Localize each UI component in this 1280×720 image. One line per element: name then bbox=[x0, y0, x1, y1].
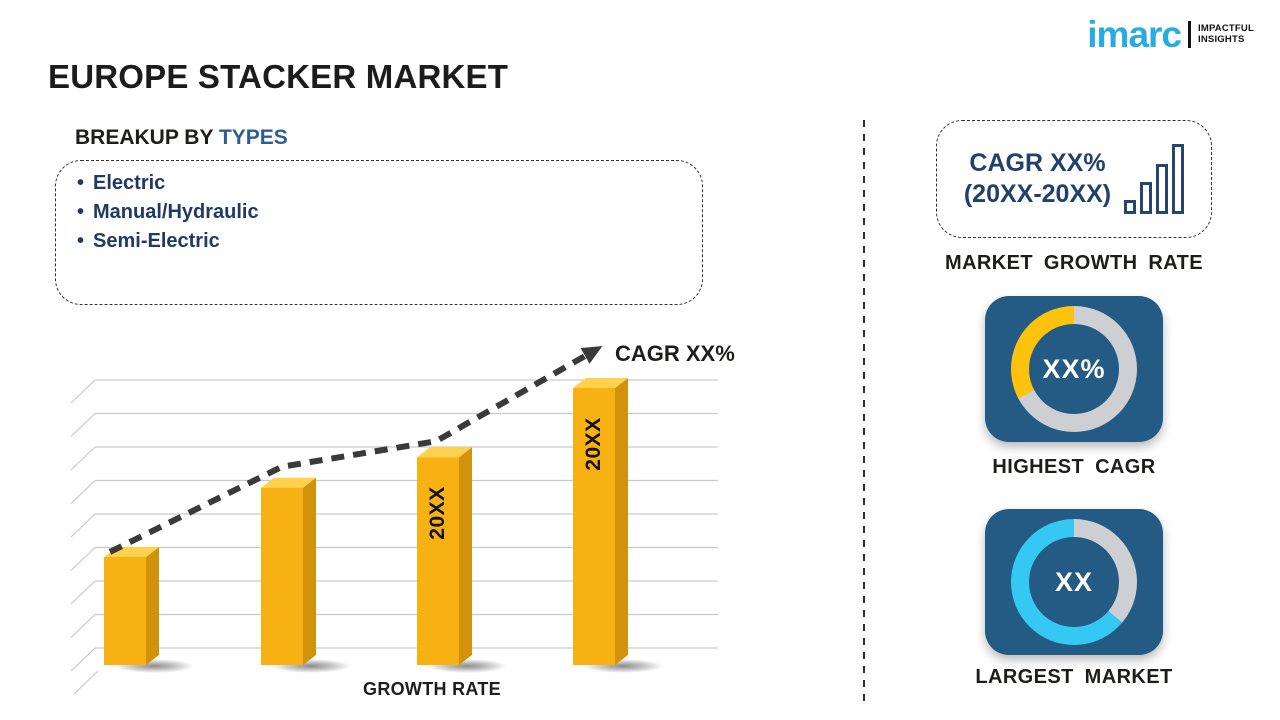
x-axis-label: GROWTH RATE bbox=[363, 679, 501, 699]
type-label: Manual/Hydraulic bbox=[93, 201, 259, 223]
breakup-heading-highlight: TYPES bbox=[218, 126, 288, 149]
growth-bar-4 bbox=[1172, 144, 1185, 214]
bar bbox=[573, 388, 615, 665]
bar-top-face bbox=[261, 477, 316, 488]
gridline-tick bbox=[70, 480, 96, 504]
breakup-heading: BREAKUP BY TYPES bbox=[75, 126, 288, 150]
gridline-tick bbox=[70, 580, 96, 605]
trend-line-dashed bbox=[108, 349, 594, 555]
breakup-heading-prefix: BREAKUP BY bbox=[75, 126, 219, 149]
logo-divider-bar bbox=[1188, 21, 1192, 48]
bar-side-face bbox=[303, 477, 316, 665]
donut-hole: XX bbox=[1029, 537, 1119, 627]
cagr-growth-box: CAGR XX% (20XX-20XX) bbox=[936, 120, 1212, 238]
section-divider-dashed bbox=[863, 120, 865, 704]
market-growth-rate-label: MARKET GROWTH RATE bbox=[945, 252, 1203, 274]
highest-cagr-value: XX% bbox=[1042, 353, 1106, 384]
highest-cagr-tile: XX% bbox=[985, 296, 1163, 442]
logo-tagline-line2: INSIGHTS bbox=[1198, 33, 1245, 45]
largest-market-tile: XX bbox=[985, 509, 1163, 655]
highest-cagr-donut-chart: XX% bbox=[1011, 306, 1137, 432]
bar bbox=[261, 487, 303, 665]
gridline-tick bbox=[70, 547, 96, 571]
gridline-tick bbox=[70, 513, 96, 538]
bar-side-face bbox=[146, 546, 159, 665]
list-item: • Semi-Electric bbox=[77, 230, 259, 252]
gridline-tick bbox=[70, 614, 96, 638]
bar-top-face bbox=[417, 447, 472, 458]
trend-cagr-label: CAGR XX% bbox=[615, 341, 735, 366]
growth-bars-icon bbox=[1124, 144, 1185, 214]
bar bbox=[104, 556, 146, 665]
largest-market-label: LARGEST MARKET bbox=[975, 666, 1173, 688]
list-item: • Electric bbox=[77, 172, 259, 194]
imarc-logo: imarc IMPACTFUL INSIGHTS bbox=[1087, 16, 1254, 53]
page-title: EUROPE STACKER MARKET bbox=[48, 58, 509, 95]
largest-market-donut-chart: XX bbox=[1011, 519, 1137, 645]
bar-year-label: 20XX bbox=[582, 417, 605, 471]
bar-side-face bbox=[459, 447, 472, 665]
list-item: • Manual/Hydraulic bbox=[77, 201, 259, 223]
cagr-growth-text: CAGR XX% (20XX-20XX) bbox=[964, 148, 1111, 211]
growth-bar-2 bbox=[1140, 182, 1153, 214]
growth-bar-3 bbox=[1156, 164, 1169, 214]
cagr-line2: (20XX-20XX) bbox=[963, 180, 1112, 208]
logo-tagline-line1: IMPACTFUL bbox=[1198, 22, 1254, 34]
types-list: • Electric • Manual/Hydraulic • Semi-Ele… bbox=[77, 172, 259, 252]
types-dashed-box bbox=[55, 160, 703, 305]
trend-arrowhead-icon bbox=[580, 346, 603, 364]
growth-bar-1 bbox=[1124, 200, 1137, 214]
type-label: Semi-Electric bbox=[93, 230, 220, 252]
bullet-icon: • bbox=[77, 172, 85, 194]
type-label: Electric bbox=[93, 172, 166, 194]
donut-hole: XX% bbox=[1029, 324, 1119, 414]
largest-market-value: XX bbox=[1054, 566, 1094, 597]
gridline-tick bbox=[70, 413, 96, 437]
gridline-tick bbox=[70, 647, 96, 672]
bar-top-face bbox=[573, 378, 628, 388]
gridline-tick bbox=[70, 446, 96, 471]
cagr-line1: CAGR XX% bbox=[969, 148, 1106, 177]
gridline-tick bbox=[70, 379, 96, 404]
imarc-logo-wordmark: imarc bbox=[1087, 14, 1182, 55]
highest-cagr-label: HIGHEST CAGR bbox=[992, 456, 1156, 478]
bar-year-label: 20XX bbox=[426, 486, 449, 540]
floor-edge-tick bbox=[73, 670, 99, 695]
bullet-icon: • bbox=[77, 230, 85, 252]
bar-side-face bbox=[615, 378, 628, 665]
bullet-icon: • bbox=[77, 201, 85, 223]
logo-tagline: IMPACTFUL INSIGHTS bbox=[1198, 22, 1254, 46]
bar bbox=[417, 457, 459, 665]
